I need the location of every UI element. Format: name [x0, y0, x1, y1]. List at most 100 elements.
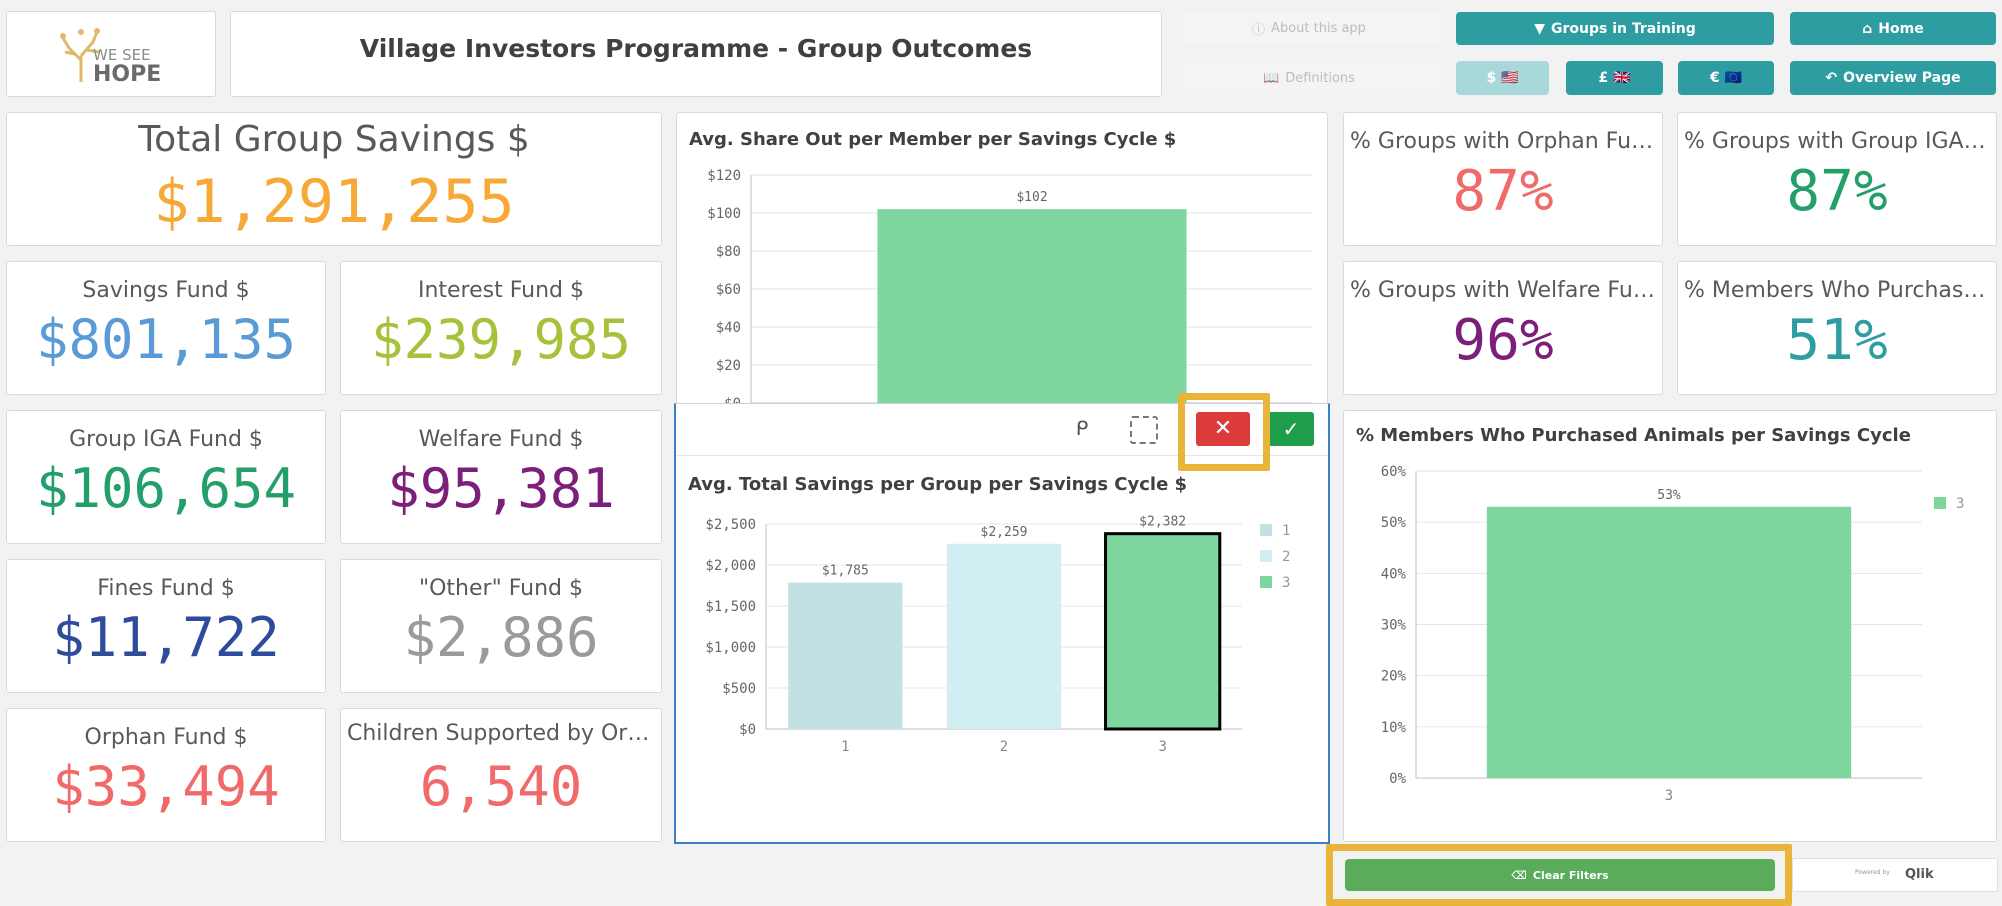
- definitions-label: Definitions: [1285, 70, 1355, 86]
- kpi-title: Total Group Savings $: [138, 119, 530, 160]
- chart-animals-panel[interactable]: % Members Who Purchased Animals per Savi…: [1343, 410, 1997, 842]
- data-label: $2,259: [981, 525, 1028, 540]
- kpi-total-group-savings[interactable]: Total Group Savings $ $1,291,255: [6, 112, 662, 246]
- y-tick-label: 20%: [1381, 669, 1407, 685]
- gbp-currency-button[interactable]: £ 🇬🇧: [1566, 61, 1663, 95]
- y-tick-label: $20: [716, 358, 741, 374]
- data-label: $1,785: [822, 564, 869, 579]
- y-tick-label: $500: [722, 681, 756, 697]
- selection-toolbar: ᑭ ✕ ✓: [676, 404, 1328, 456]
- lasso-select-icon[interactable]: ᑭ: [1075, 416, 1089, 440]
- x-tick-label: 1: [841, 739, 849, 755]
- kpi-fines-fund[interactable]: Fines Fund $ $11,722: [6, 559, 326, 693]
- qlik-badge: Powered by Qlik: [1792, 858, 1998, 892]
- kpi-value: 51%: [1786, 308, 1888, 373]
- groups-in-training-button[interactable]: ▼ Groups in Training: [1456, 12, 1774, 45]
- kpi-value: $106,654: [35, 457, 297, 520]
- data-label: 53%: [1657, 488, 1681, 503]
- y-tick-label: $1,000: [705, 640, 756, 656]
- kpi-title: Orphan Fund $: [84, 725, 248, 750]
- bar: [1104, 532, 1222, 731]
- kpi-pct-welfare-fund[interactable]: % Groups with Welfare Fund 96%: [1343, 261, 1663, 395]
- logo-panel: WE SEE HOPE: [6, 11, 216, 97]
- logo-text-top: WE SEE: [93, 46, 151, 64]
- kpi-children-supported[interactable]: Children Supported by Orpha... 6,540: [340, 708, 662, 842]
- kpi-value: $11,722: [52, 606, 280, 669]
- clear-selection-icon[interactable]: [1130, 416, 1158, 444]
- groups-in-training-label: Groups in Training: [1551, 20, 1696, 37]
- kpi-value: 6,540: [419, 755, 583, 818]
- legend-label: 3: [1282, 575, 1290, 591]
- close-icon: ✕: [1213, 416, 1233, 441]
- clear-filters-button[interactable]: ⌫ Clear Filters: [1345, 859, 1775, 891]
- animals-chart: 0% 10% 20% 30% 40% 50% 60% 53% 3 3: [1381, 464, 1965, 804]
- kpi-title: % Members Who Purchased A...: [1684, 278, 1996, 303]
- y-tick-label: 0%: [1389, 771, 1406, 787]
- confirm-selection-button[interactable]: ✓: [1268, 412, 1314, 446]
- chart-title: Avg. Total Savings per Group per Savings…: [688, 474, 1188, 495]
- book-icon: 📖: [1263, 70, 1280, 86]
- definitions-button[interactable]: 📖 Definitions: [1177, 62, 1441, 94]
- kpi-savings-fund[interactable]: Savings Fund $ $801,135: [6, 261, 326, 395]
- kpi-value: 96%: [1452, 308, 1554, 373]
- legend-swatch: [1934, 497, 1946, 509]
- kpi-other-fund[interactable]: "Other" Fund $ $2,886: [340, 559, 662, 693]
- y-tick-label: $2,500: [705, 517, 756, 533]
- x-tick-label: 3: [1158, 739, 1166, 755]
- eur-currency-button[interactable]: € 🇪🇺: [1678, 61, 1774, 95]
- kpi-pct-animals[interactable]: % Members Who Purchased A... 51%: [1677, 261, 1997, 395]
- cancel-selection-button[interactable]: ✕: [1196, 412, 1250, 446]
- data-label: $2,382: [1139, 515, 1186, 530]
- legend-label: 1: [1282, 523, 1290, 539]
- kpi-title: Group IGA Fund $: [69, 427, 263, 452]
- x-tick-label: 2: [1000, 739, 1008, 755]
- kpi-value: 87%: [1452, 159, 1554, 224]
- y-tick-label: 60%: [1381, 464, 1407, 480]
- kpi-pct-iga-fund[interactable]: % Groups with Group IGA Fund 87%: [1677, 112, 1997, 246]
- bar: [788, 582, 903, 729]
- kpi-title: "Other" Fund $: [419, 576, 583, 601]
- y-tick-label: $80: [716, 244, 741, 260]
- y-tick-label: $0: [724, 396, 741, 403]
- kpi-title: % Groups with Welfare Fund: [1350, 278, 1661, 303]
- kpi-title: Children Supported by Orpha...: [347, 721, 661, 746]
- y-tick-label: 40%: [1381, 566, 1407, 582]
- y-tick-label: $100: [707, 206, 741, 222]
- usd-currency-button[interactable]: $ 🇺🇸: [1456, 61, 1549, 95]
- home-button[interactable]: ⌂ Home: [1790, 12, 1996, 45]
- kpi-orphan-fund[interactable]: Orphan Fund $ $33,494: [6, 708, 326, 842]
- kpi-pct-orphan-fund[interactable]: % Groups with Orphan Fund 87%: [1343, 112, 1663, 246]
- y-tick-label: $120: [707, 168, 741, 184]
- kpi-interest-fund[interactable]: Interest Fund $ $239,985: [340, 261, 662, 395]
- kpi-title: Savings Fund $: [82, 278, 250, 303]
- overview-page-label: Overview Page: [1843, 70, 1961, 86]
- legend-label: 3: [1956, 496, 1964, 512]
- kpi-value: 87%: [1786, 159, 1888, 224]
- logo-text-bottom: HOPE: [93, 62, 162, 87]
- kpi-title: % Groups with Group IGA Fund: [1684, 129, 1996, 154]
- legend-swatch: [1260, 524, 1272, 536]
- home-label: Home: [1878, 20, 1924, 37]
- chart-title: % Members Who Purchased Animals per Savi…: [1356, 425, 1911, 446]
- qlik-logo: Qlik: [1905, 867, 1934, 882]
- y-tick-label: $60: [716, 282, 741, 298]
- kpi-title: % Groups with Orphan Fund: [1350, 129, 1659, 154]
- kpi-group-iga-fund[interactable]: Group IGA Fund $ $106,654: [6, 410, 326, 544]
- filter-icon: ▼: [1534, 20, 1545, 37]
- overview-page-button[interactable]: ↶ Overview Page: [1790, 61, 1996, 95]
- kpi-value: $95,381: [387, 457, 615, 520]
- y-tick-label: $2,000: [705, 558, 756, 574]
- kpi-value: $33,494: [52, 755, 280, 818]
- chart-share-out-panel[interactable]: Avg. Share Out per Member per Savings Cy…: [676, 112, 1328, 412]
- y-tick-label: 30%: [1381, 618, 1407, 634]
- chart-total-savings-panel[interactable]: ᑭ ✕ ✓ Avg. Total Savings per Group per S…: [674, 403, 1330, 844]
- clear-filters-label: Clear Filters: [1532, 868, 1609, 882]
- about-app-button[interactable]: ⓘ About this app: [1177, 12, 1441, 44]
- kpi-welfare-fund[interactable]: Welfare Fund $ $95,381: [340, 410, 662, 544]
- kpi-title: Fines Fund $: [97, 576, 235, 601]
- kpi-title: Interest Fund $: [417, 278, 585, 303]
- powered-by-text: Powered by: [1855, 869, 1890, 876]
- home-icon: ⌂: [1862, 20, 1873, 37]
- y-tick-label: $0: [739, 722, 756, 738]
